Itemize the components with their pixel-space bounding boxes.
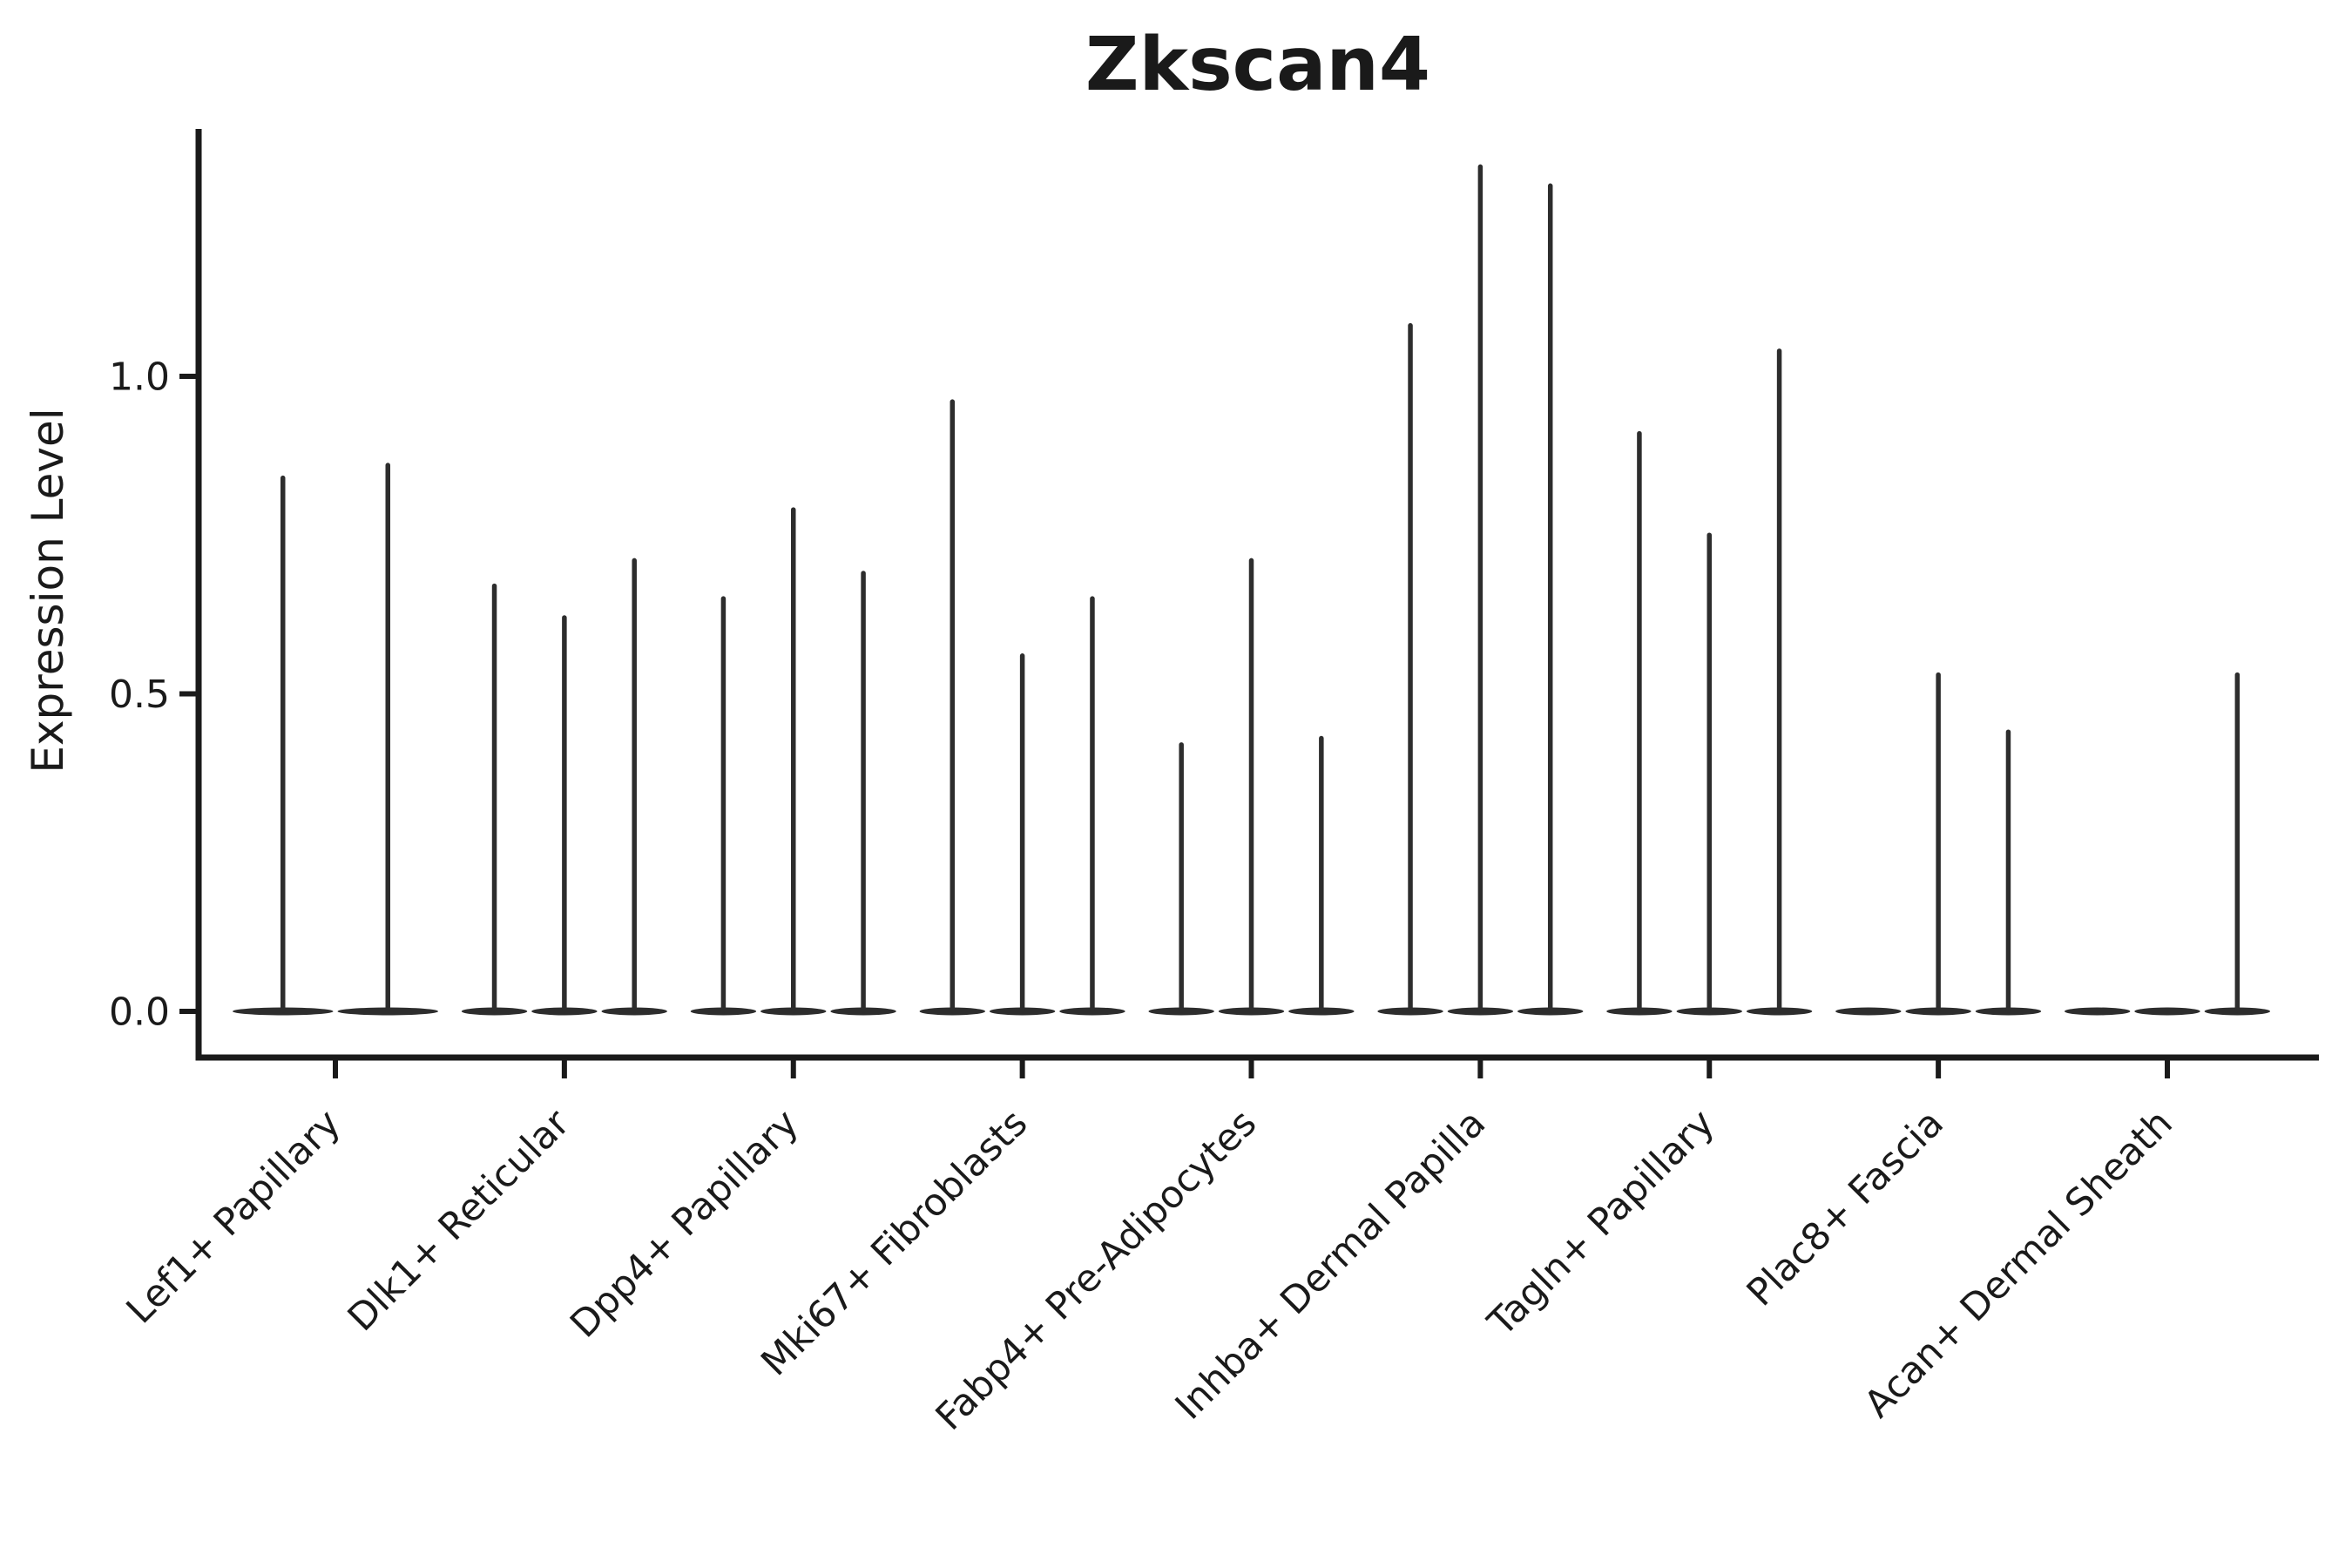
violin-group: [690, 507, 896, 1016]
y-axis-label: Expression Level: [23, 408, 73, 773]
violin-base: [2134, 1007, 2200, 1016]
violin-group: [1606, 348, 1813, 1016]
violin-group: [2065, 672, 2270, 1016]
plot-title: Zkscan4: [1085, 22, 1430, 108]
x-tick-label: Dpp4+ Papillary: [562, 1101, 807, 1346]
x-tick-label: Tagln+ Papillary: [1479, 1101, 1723, 1345]
x-tick-label: Dlk1+ Reticular: [340, 1101, 578, 1340]
x-tick-label: Plac8+ Fascia: [1739, 1101, 1952, 1315]
y-tick-label: 0.5: [109, 672, 170, 717]
violin-group: [1377, 164, 1584, 1016]
violin-group: [233, 463, 438, 1016]
axes: 0.0 0.5 1.0: [109, 129, 2319, 1078]
x-tick-label: Lef1+ Papillary: [118, 1101, 349, 1332]
violin-group: [461, 558, 667, 1016]
violin-base: [1835, 1007, 1902, 1016]
violin-base: [2065, 1007, 2131, 1016]
y-tick-label: 1.0: [109, 355, 170, 399]
y-tick-label: 0.0: [109, 990, 170, 1034]
violin-group: [919, 399, 1125, 1016]
violin-group: [1148, 558, 1355, 1016]
violins: [233, 164, 2270, 1016]
violin-group: [1835, 672, 2042, 1016]
